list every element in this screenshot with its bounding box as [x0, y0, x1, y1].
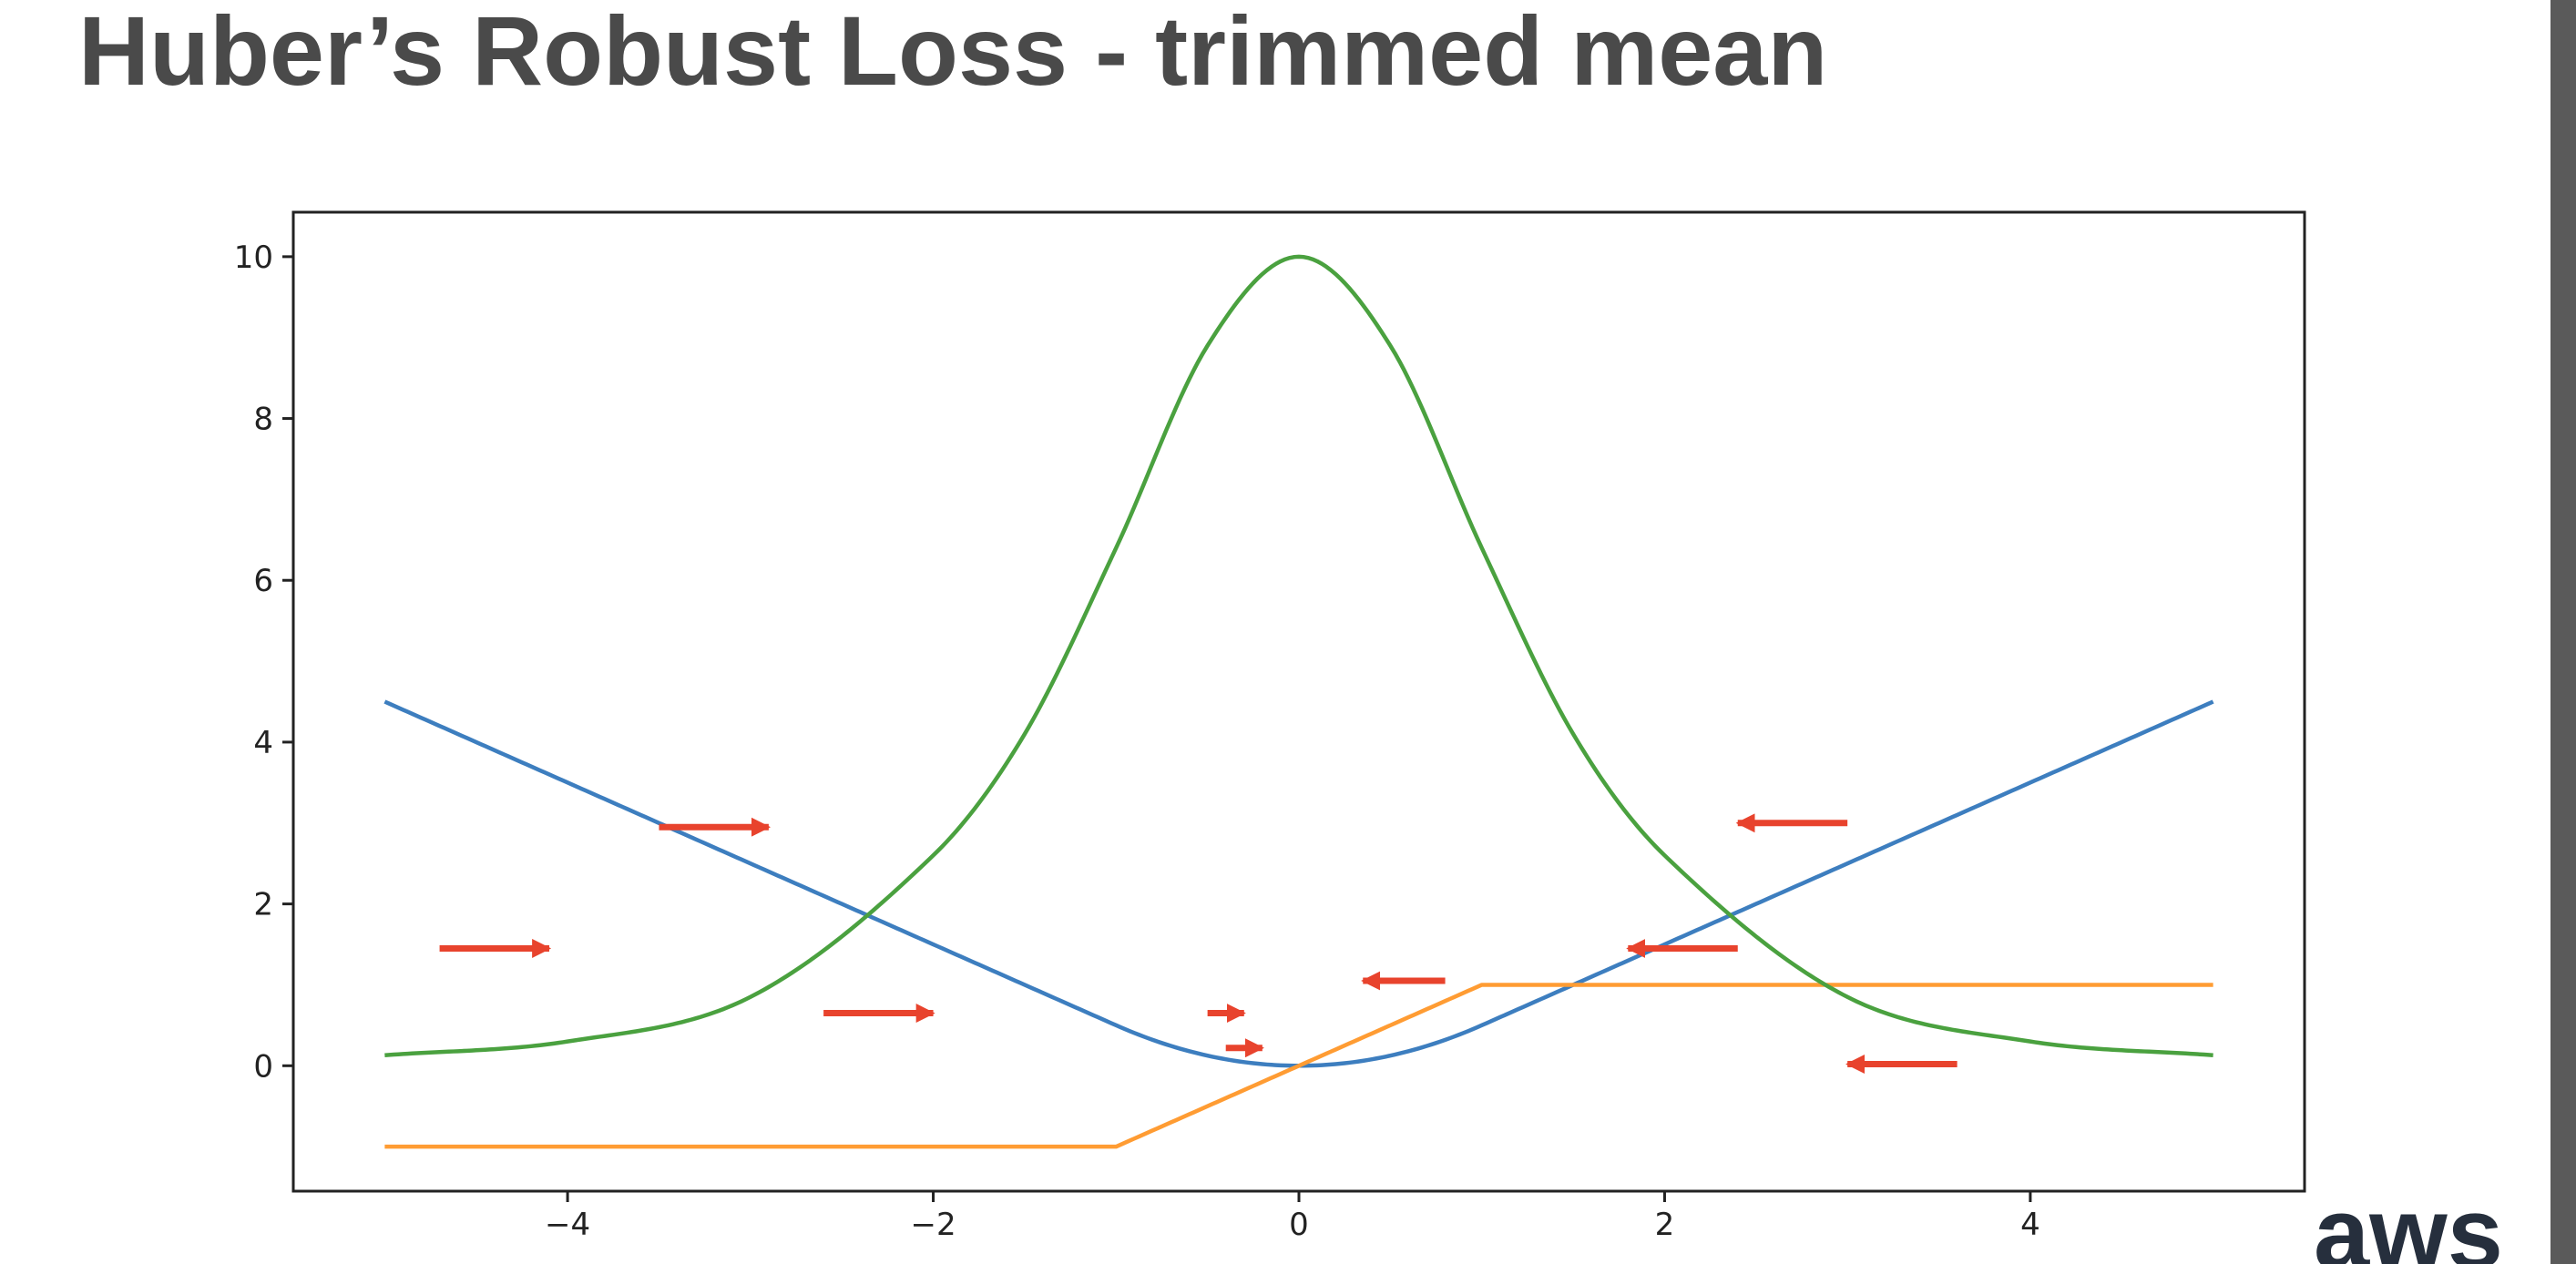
- y-tick-label: 0: [253, 1048, 273, 1085]
- x-tick-label: −4: [545, 1207, 590, 1243]
- plot-frame: [291, 210, 2306, 1193]
- series-layer: [383, 254, 2214, 1149]
- series-line-huber-loss: [383, 699, 2214, 1068]
- y-tick-label: 6: [253, 563, 273, 599]
- x-tick-label: −2: [910, 1207, 956, 1243]
- aws-logo: aws: [2314, 1177, 2503, 1264]
- y-tick-label: 8: [253, 402, 273, 438]
- x-axis: −4 −2 0 2 4: [545, 1191, 2040, 1243]
- y-tick-label: 10: [234, 240, 273, 276]
- y-axis: 0 2 4 6 8 10: [234, 240, 293, 1085]
- y-tick-label: 2: [253, 887, 273, 923]
- x-tick-label: 2: [1655, 1207, 1675, 1243]
- series-line-peak-curve: [384, 254, 2213, 1057]
- y-tick-label: 4: [253, 725, 273, 761]
- x-tick-label: 4: [2020, 1207, 2040, 1243]
- slide-title: Huber’s Robust Loss - trimmed mean: [78, 0, 1828, 106]
- gradient-arrows: [439, 813, 1958, 1075]
- x-tick-label: 0: [1289, 1207, 1309, 1243]
- slide-edge-bar: [2550, 0, 2576, 1264]
- series-line-huber-derivative: [384, 983, 2213, 1149]
